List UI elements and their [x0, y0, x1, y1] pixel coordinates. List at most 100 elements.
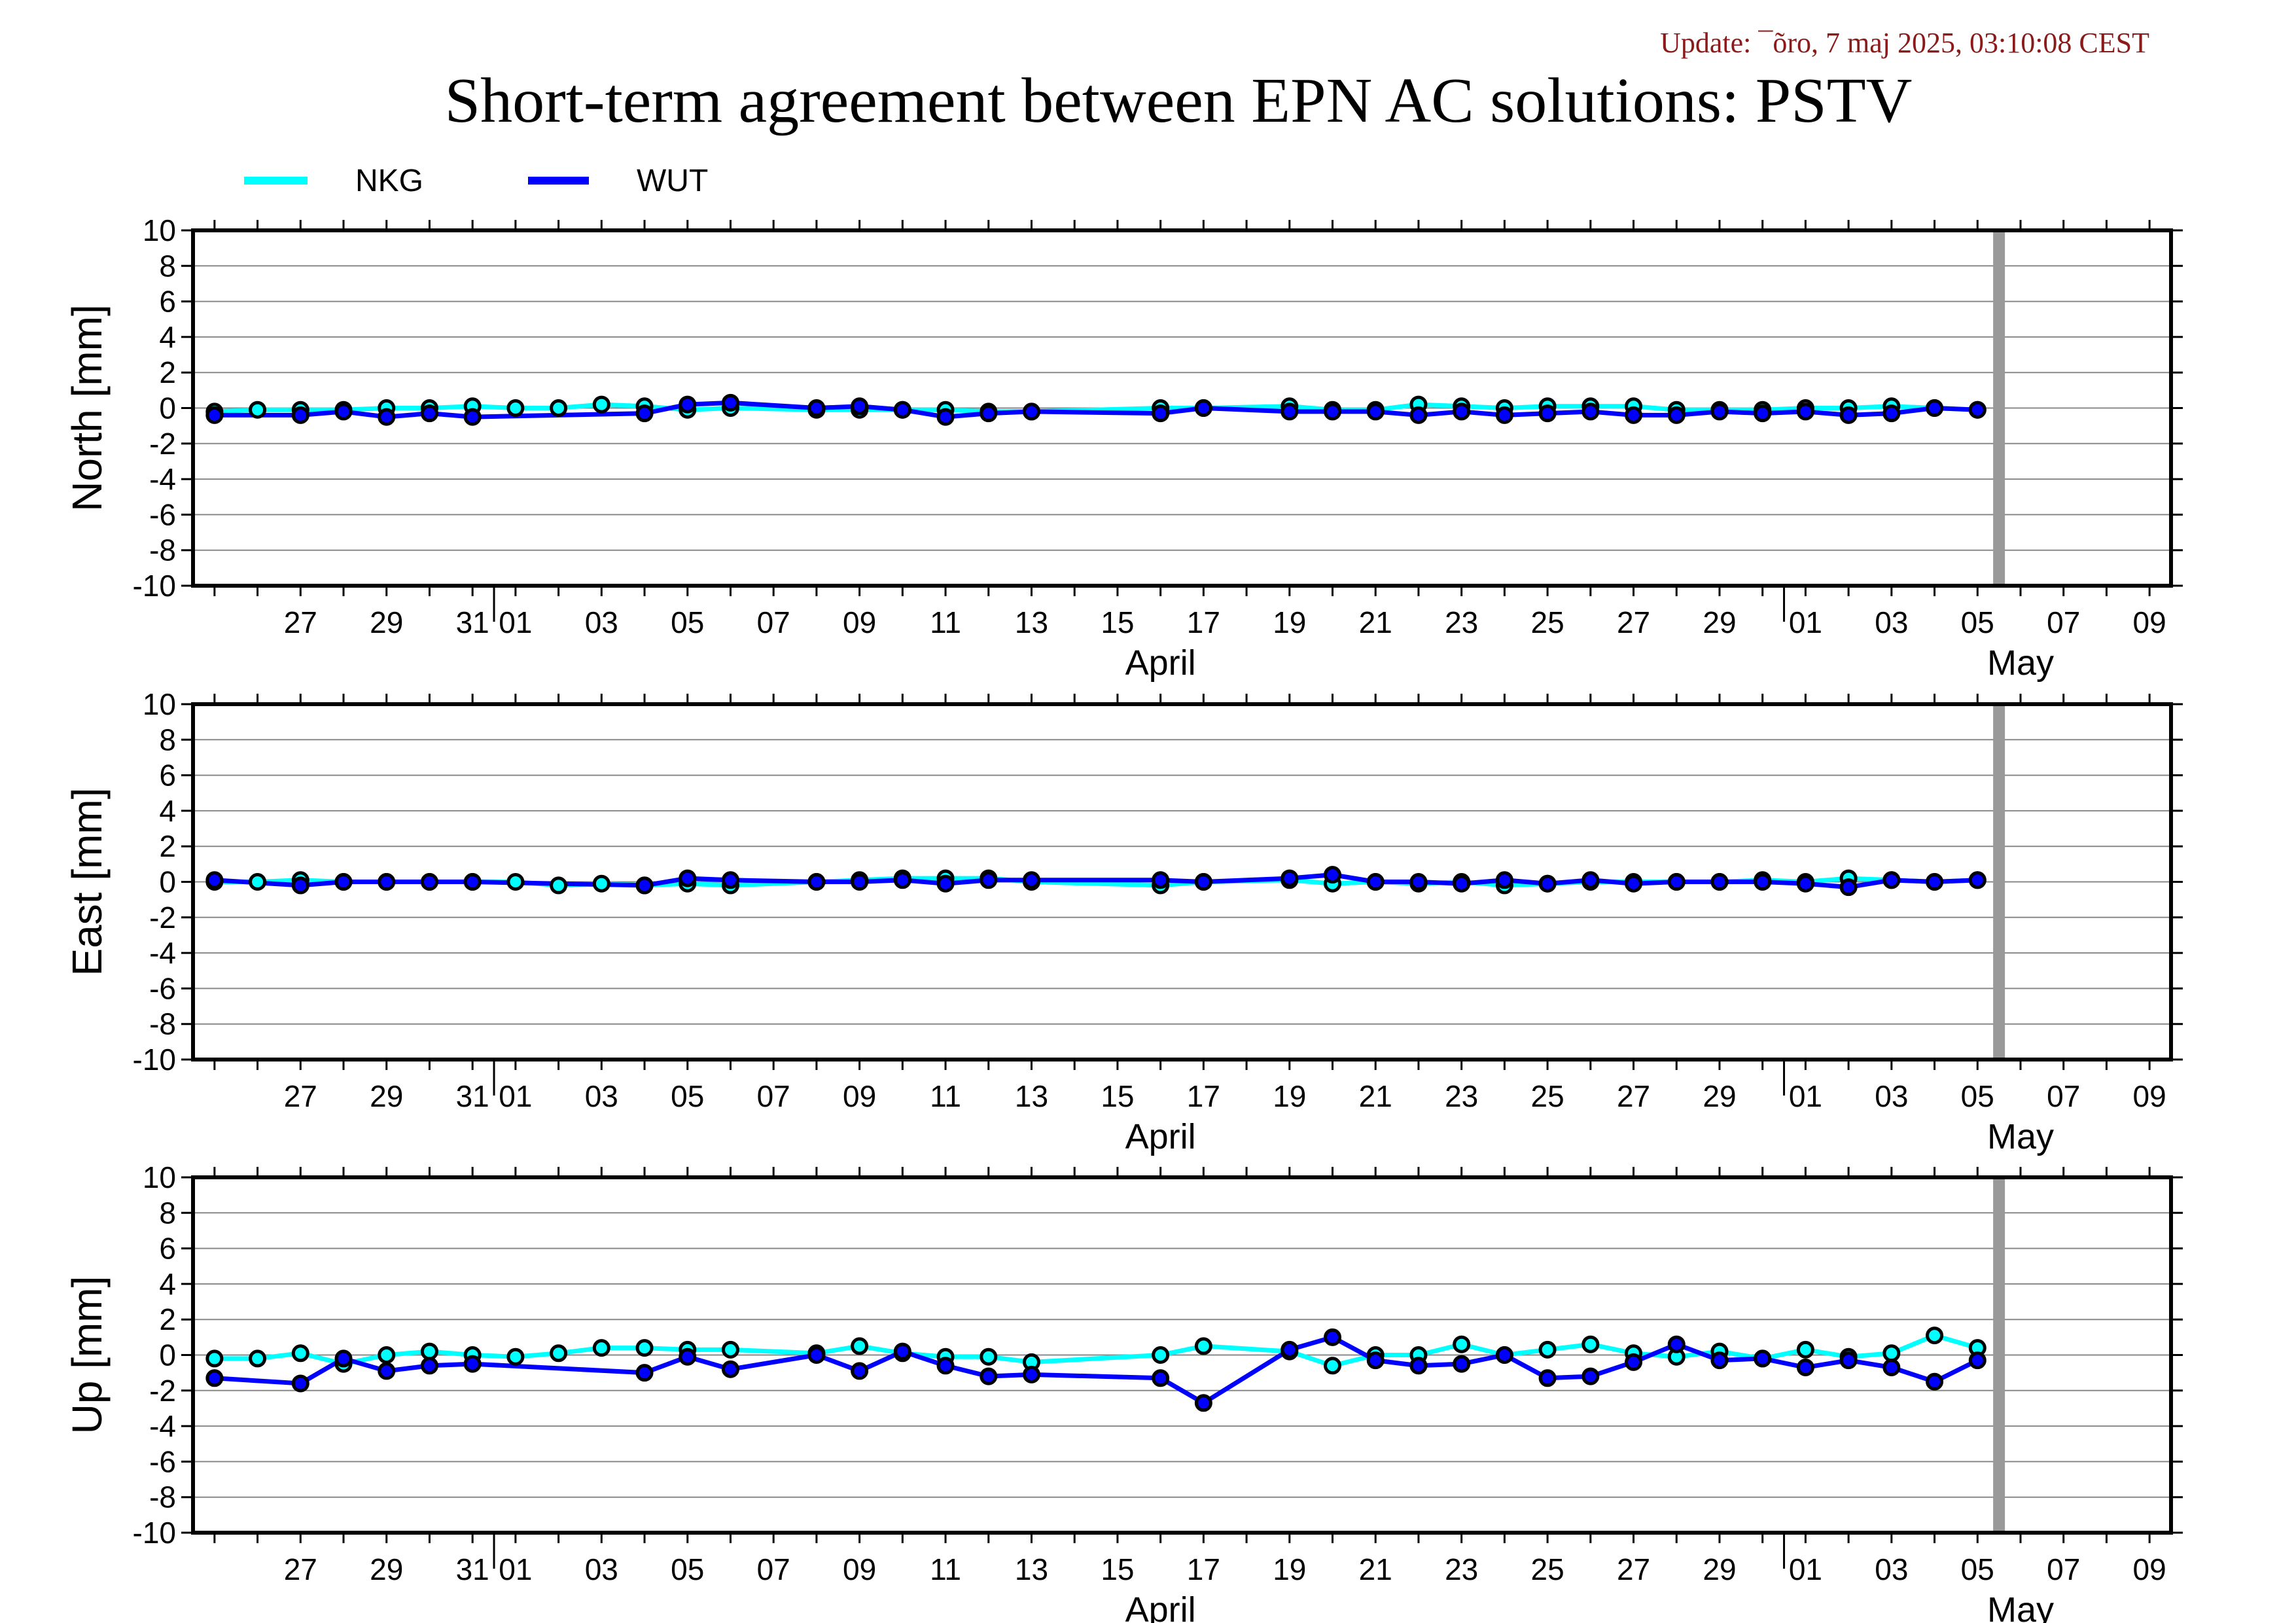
data-point-wut [1710, 1351, 1729, 1370]
data-point-wut [893, 401, 911, 419]
y-axis-label: East [mm] [63, 787, 111, 976]
data-point-wut [334, 873, 353, 891]
data-point-nkg [550, 399, 568, 417]
x-tick-label: 21 [1359, 1552, 1392, 1586]
data-point-nkg [378, 1346, 396, 1364]
data-point-wut [420, 873, 438, 891]
x-tick-label: 03 [1875, 1079, 1908, 1113]
x-tick-label: 07 [757, 1079, 790, 1113]
data-point-wut [205, 871, 224, 889]
data-point-wut [1194, 873, 1212, 891]
plot-frame [191, 702, 2173, 1061]
data-point-wut [936, 1357, 955, 1375]
x-tick-label: 19 [1273, 1079, 1306, 1113]
y-tick-label: 8 [159, 1196, 176, 1230]
data-point-wut [1538, 874, 1557, 893]
x-tick-label: 05 [1961, 1552, 1994, 1586]
y-tick-label: 4 [159, 794, 176, 828]
x-tick-label: 01 [499, 1079, 532, 1113]
data-point-wut [1409, 406, 1428, 424]
data-point-wut [721, 393, 739, 412]
data-point-wut [334, 402, 353, 421]
data-point-wut [1538, 1369, 1557, 1387]
data-point-nkg [1796, 1340, 1814, 1359]
data-point-wut [420, 1357, 438, 1375]
x-tick-label: 17 [1187, 1079, 1220, 1113]
data-point-wut [980, 1367, 998, 1385]
data-point-wut [807, 873, 826, 891]
x-tick-label: 13 [1015, 1552, 1048, 1586]
y-tick-label: -10 [133, 1043, 176, 1077]
data-point-wut [1366, 402, 1385, 421]
data-point-wut [1366, 873, 1385, 891]
x-tick-label: 09 [843, 1552, 876, 1586]
data-point-nkg [506, 873, 525, 891]
x-tick-label: 09 [843, 1079, 876, 1113]
x-tick-label: 03 [1875, 1552, 1908, 1586]
data-point-wut [1796, 874, 1814, 893]
y-tick-label: 4 [159, 320, 176, 354]
y-tick-label: 2 [159, 829, 176, 863]
data-point-wut [1882, 404, 1901, 423]
data-point-wut [1324, 1328, 1342, 1346]
x-tick-label: 23 [1445, 1552, 1478, 1586]
data-point-wut [1366, 1351, 1385, 1370]
data-point-wut [1324, 866, 1342, 884]
data-point-nkg [249, 401, 267, 419]
data-point-wut [980, 404, 998, 423]
y-tick-label: 8 [159, 722, 176, 757]
x-tick-label: 01 [1789, 605, 1822, 639]
month-label: May [1987, 1117, 2054, 1156]
data-point-wut [721, 1360, 739, 1378]
data-point-wut [1022, 871, 1040, 889]
data-point-wut [1926, 873, 1944, 891]
x-tick-label: 01 [499, 1552, 532, 1586]
plot-frame [191, 228, 2173, 588]
data-point-wut [1754, 873, 1772, 891]
data-point-wut [1453, 402, 1471, 421]
data-point-nkg [1581, 1335, 1600, 1353]
data-point-wut [807, 1346, 826, 1364]
data-point-wut [936, 408, 955, 426]
y-tick-label: 6 [159, 285, 176, 319]
x-tick-label: 29 [1703, 605, 1736, 639]
data-point-nkg [851, 1337, 869, 1355]
x-tick-label: 15 [1101, 1552, 1134, 1586]
data-point-wut [291, 1374, 309, 1393]
data-point-wut [679, 869, 697, 887]
x-tick-label: 11 [930, 1079, 961, 1113]
x-tick-label: 07 [2047, 1079, 2080, 1113]
x-tick-label: 29 [370, 1079, 403, 1113]
legend-label-wut: WUT [637, 164, 708, 198]
data-point-wut [1495, 1346, 1513, 1364]
data-point-wut [420, 404, 438, 423]
x-tick-label: 27 [1617, 1552, 1650, 1586]
y-axis-label: Up [mm] [63, 1276, 111, 1435]
data-point-wut [1453, 874, 1471, 893]
x-tick-label: 19 [1273, 605, 1306, 639]
y-tick-label: 0 [159, 391, 176, 425]
data-point-wut [1022, 402, 1040, 421]
current-day-marker [1993, 230, 2005, 586]
data-point-wut [1625, 406, 1643, 424]
x-tick-label: 23 [1445, 605, 1478, 639]
plot-frame [191, 1175, 2173, 1535]
x-tick-label: 31 [456, 1079, 489, 1113]
data-point-nkg [592, 1339, 610, 1357]
y-tick-label: -4 [149, 462, 176, 496]
data-point-wut [1968, 401, 1987, 419]
data-point-nkg [506, 399, 525, 417]
x-tick-label: 29 [1703, 1552, 1736, 1586]
data-point-wut [1625, 874, 1643, 893]
series-line-wut [214, 1334, 1979, 1406]
data-point-wut [1152, 871, 1170, 889]
x-tick-label: 27 [284, 1552, 317, 1586]
data-point-nkg [1324, 1357, 1342, 1375]
current-day-marker [1993, 704, 2005, 1060]
data-point-wut [463, 1355, 482, 1373]
data-point-wut [1710, 402, 1729, 421]
data-point-wut [1581, 871, 1600, 889]
x-tick-label: 03 [585, 1079, 618, 1113]
data-point-nkg [291, 1344, 309, 1363]
